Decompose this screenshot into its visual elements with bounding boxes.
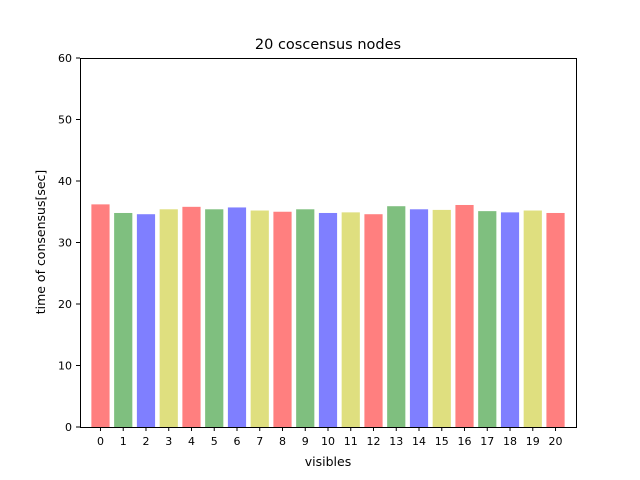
bar-2 bbox=[136, 214, 156, 427]
bar-15 bbox=[432, 209, 451, 427]
x-axis-ticks: 0 1 2 3 4 5 6 7 8 9 10 11 12 13 14 15 16 17 18 19 20 bbox=[97, 427, 563, 448]
chart-title: 20 coscensus nodes bbox=[255, 37, 401, 53]
bar-6 bbox=[227, 207, 247, 427]
bar-1 bbox=[114, 212, 133, 427]
bar-20 bbox=[546, 212, 565, 427]
x-tick-label: 7 bbox=[256, 435, 263, 448]
bar-17 bbox=[478, 211, 497, 427]
x-tick-label: 11 bbox=[344, 435, 358, 448]
x-tick-label: 15 bbox=[435, 435, 449, 448]
x-tick-label: 16 bbox=[458, 435, 472, 448]
x-tick-label: 14 bbox=[412, 435, 426, 448]
bar-13 bbox=[387, 206, 406, 427]
bar-18 bbox=[500, 212, 520, 427]
bar-16 bbox=[455, 204, 474, 427]
plot-frame bbox=[80, 58, 577, 428]
x-tick-label: 3 bbox=[165, 435, 172, 448]
x-tick-label: 19 bbox=[526, 435, 540, 448]
bar-11 bbox=[341, 212, 360, 427]
x-tick-label: 6 bbox=[233, 435, 240, 448]
x-tick-label: 17 bbox=[480, 435, 494, 448]
x-tick-label: 9 bbox=[302, 435, 309, 448]
y-tick-label: 40 bbox=[58, 175, 72, 188]
bar-7 bbox=[250, 210, 269, 427]
bar-0 bbox=[91, 204, 110, 427]
y-tick-label: 60 bbox=[58, 52, 72, 65]
bar-14 bbox=[409, 209, 429, 427]
y-axis-label: time of consensus[sec] bbox=[33, 170, 48, 315]
bars-group bbox=[91, 204, 565, 427]
x-tick-label: 13 bbox=[389, 435, 403, 448]
x-tick-label: 5 bbox=[211, 435, 218, 448]
x-tick-label: 1 bbox=[120, 435, 127, 448]
x-tick-label: 18 bbox=[503, 435, 517, 448]
bar-5 bbox=[205, 209, 224, 427]
bar-19 bbox=[523, 210, 542, 427]
bar-12 bbox=[364, 214, 383, 427]
bar-8 bbox=[273, 211, 292, 427]
x-tick-label: 2 bbox=[142, 435, 149, 448]
x-tick-label: 10 bbox=[321, 435, 335, 448]
y-tick-label: 50 bbox=[58, 114, 72, 127]
x-axis-label: visibles bbox=[305, 454, 351, 469]
y-tick-label: 30 bbox=[58, 237, 72, 250]
bar-9 bbox=[296, 209, 315, 427]
x-tick-label: 4 bbox=[188, 435, 195, 448]
x-tick-label: 0 bbox=[97, 435, 104, 448]
x-tick-label: 20 bbox=[549, 435, 563, 448]
y-tick-label: 0 bbox=[65, 421, 72, 434]
y-tick-label: 10 bbox=[58, 360, 72, 373]
bar-3 bbox=[159, 209, 178, 427]
y-tick-label: 20 bbox=[58, 298, 72, 311]
bar-4 bbox=[182, 206, 201, 427]
bar-10 bbox=[318, 212, 338, 427]
y-axis-ticks: 0 10 20 30 40 50 60 bbox=[58, 52, 80, 434]
x-tick-label: 8 bbox=[279, 435, 286, 448]
x-tick-label: 12 bbox=[367, 435, 381, 448]
